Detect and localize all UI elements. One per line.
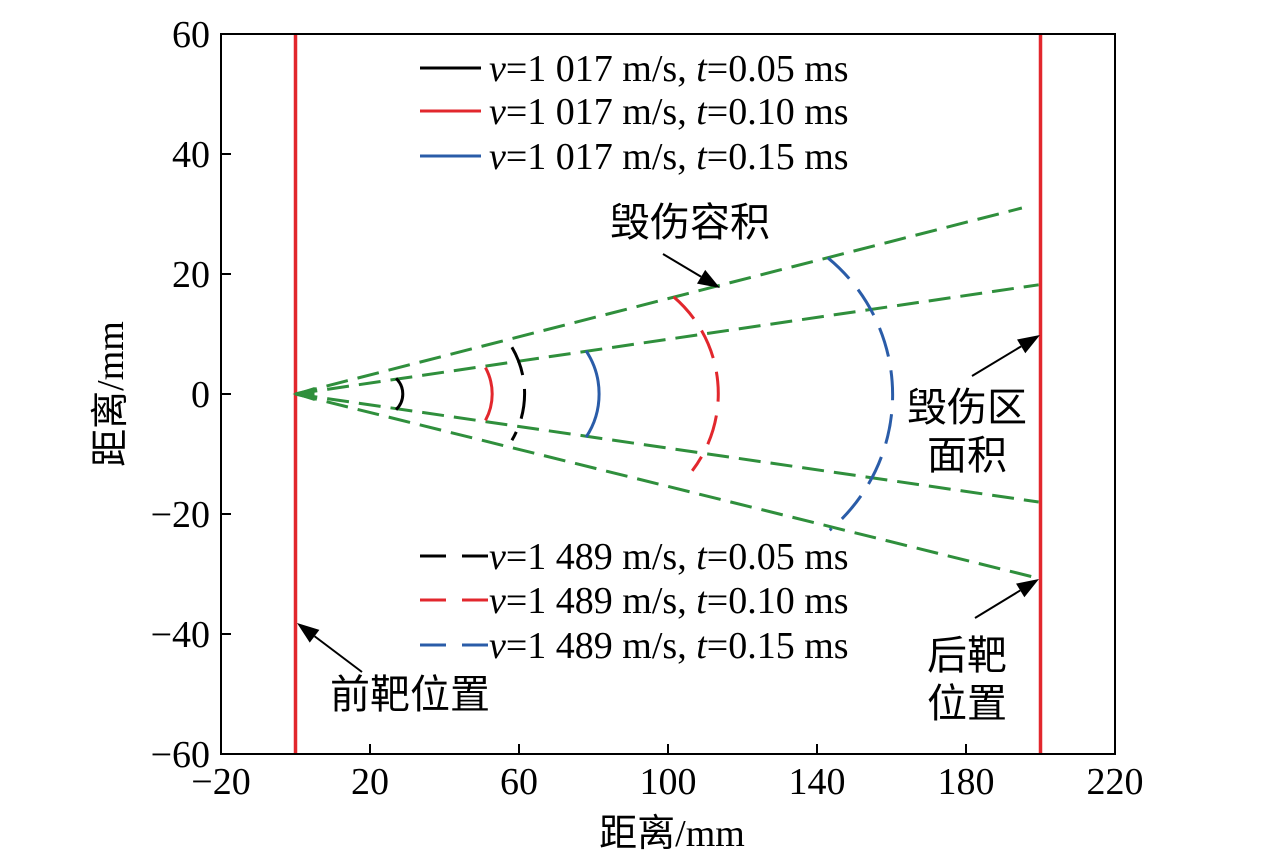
annotation-label: 毁伤区 <box>907 385 1027 430</box>
annotation-arrowhead <box>697 269 720 288</box>
x-tick-label: 180 <box>938 761 995 803</box>
x-axis-label: 距离/mm <box>599 813 745 855</box>
legend-label: v=1 017 m/s, t=0.05 ms <box>489 48 849 90</box>
legend-label: v=1 489 m/s, t=0.10 ms <box>489 580 849 622</box>
damage-boundary-line <box>295 392 1039 504</box>
annotation-arrow <box>662 253 702 278</box>
annotation-label: 后靶 <box>927 633 1007 678</box>
damage-boundary-line <box>295 206 1023 396</box>
wavefront-arc <box>672 295 720 472</box>
annotation-arrowhead <box>1016 579 1039 598</box>
x-tick-label: 100 <box>640 761 697 803</box>
annotation-arrow <box>974 589 1021 619</box>
x-tick-label: 220 <box>1087 761 1144 803</box>
x-tick-label: 60 <box>500 761 538 803</box>
legend-label: v=1 017 m/s, t=0.15 ms <box>489 136 849 178</box>
damage-boundary-lines <box>292 206 1041 581</box>
legend-bottom: v=1 489 m/s, t=0.05 msv=1 489 m/s, t=0.1… <box>420 536 849 667</box>
damage-boundary-line <box>295 283 1039 396</box>
legend-label: v=1 489 m/s, t=0.05 ms <box>489 536 849 578</box>
y-tick-label: −40 <box>151 614 210 656</box>
x-tick-label: 140 <box>789 761 846 803</box>
y-tick-label: −60 <box>151 734 210 776</box>
y-tick-label: 20 <box>172 254 210 296</box>
wavefront-arc <box>510 346 527 441</box>
y-tick-label: 40 <box>172 134 210 176</box>
wavefront-arc <box>826 256 895 532</box>
legend-top: v=1 017 m/s, t=0.05 msv=1 017 m/s, t=0.1… <box>420 48 849 178</box>
x-tick-label: 20 <box>351 761 389 803</box>
legend-label: v=1 489 m/s, t=0.15 ms <box>489 625 849 667</box>
legend-label: v=1 017 m/s, t=0.10 ms <box>489 91 849 133</box>
annotation-label: 位置 <box>927 681 1007 726</box>
y-tick-label: 0 <box>191 374 210 416</box>
y-tick-label: −20 <box>151 494 210 536</box>
wavefront-arc <box>394 377 405 411</box>
ticks: −20 20 60 100 140 180 220 60 40 20 0 −20 −40 −60 <box>151 14 1144 803</box>
annotation-arrow <box>971 345 1022 377</box>
annotation-label: 面积 <box>927 433 1007 478</box>
y-tick-label: 60 <box>172 14 210 56</box>
wavefront-arc <box>584 349 601 439</box>
wavefront-arcs <box>394 256 895 532</box>
annotation-arrowhead <box>297 623 320 643</box>
annotation-label: 毁伤容积 <box>610 200 770 245</box>
wavefront-arc <box>484 366 494 422</box>
x-tick-label: −20 <box>191 761 250 803</box>
annotation-arrow <box>313 635 363 673</box>
annotation-arrowhead <box>1017 335 1040 354</box>
y-axis-label: 距离/mm <box>90 321 132 467</box>
annotation-label: 前靶位置 <box>330 672 490 717</box>
origin-arrowhead <box>292 387 315 401</box>
